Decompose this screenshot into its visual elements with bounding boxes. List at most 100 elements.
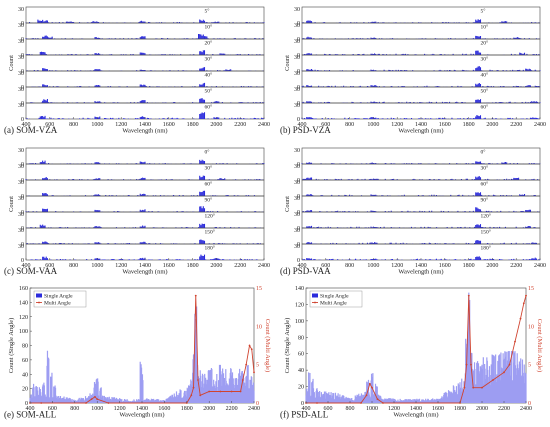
series-bars-5	[29, 98, 265, 103]
x-tick-label: 2200	[234, 122, 246, 128]
x-tick-label: 2000	[476, 406, 488, 412]
y-tick-label: 30	[294, 23, 300, 29]
y-tick-label: 80	[22, 344, 28, 350]
y-axis-title: Count	[8, 55, 15, 71]
multi-angle-point	[94, 395, 96, 398]
y-tick-label: 120	[19, 315, 28, 321]
y-tick-label: 30	[294, 71, 300, 77]
multi-angle-point	[199, 394, 202, 397]
x-tick-label: 1200	[115, 122, 127, 128]
x-tick-label: 1600	[163, 122, 175, 128]
subplot-frame	[25, 211, 265, 229]
y2-tick-label: 10	[528, 324, 534, 330]
subplot-frame	[25, 102, 265, 120]
series-angle-label: 10°	[205, 24, 213, 31]
y-tick-label: 0	[297, 117, 300, 123]
y-tick-label: 100	[19, 329, 28, 335]
subplot-frame	[25, 38, 265, 56]
panel-psd-vaa: 030 0°030 30°030 60°030 90°030 120°030 150°030…	[280, 147, 546, 276]
y-tick-label: 120	[295, 302, 304, 308]
legend-marker-multi	[314, 301, 316, 304]
y-tick-label: 0	[297, 194, 300, 200]
x-axis-title: Wavelength (nm)	[122, 128, 167, 135]
y-axis-title: Count	[8, 196, 15, 212]
y-tick-label: 40	[22, 372, 28, 378]
x-tick-label: 400	[298, 263, 307, 269]
series-bars-0	[301, 161, 541, 164]
series-bars-2	[301, 192, 540, 196]
multi-angle-line	[30, 295, 255, 404]
y-tick-label: 30	[294, 7, 300, 13]
series-angle-label: 60°	[481, 104, 489, 111]
multi-angle-point	[376, 398, 379, 401]
y-axis-title: Count	[284, 55, 291, 71]
panel-label: (a) SOM-VZA	[4, 125, 58, 135]
series-bars-2	[27, 190, 256, 196]
x-tick-label: 1800	[463, 122, 475, 128]
y2-tick-label: 0	[528, 401, 531, 407]
y2-tick-label: 15	[256, 286, 262, 292]
y-tick-label: 0	[297, 210, 300, 216]
x-tick-label: 400	[22, 122, 31, 128]
subplot-frame	[301, 54, 541, 72]
y2-tick-label: 10	[256, 324, 262, 330]
subplot-frame	[25, 70, 265, 88]
legend-label-multi: Multi Angle	[44, 301, 71, 307]
multi-angle-point	[190, 394, 193, 397]
multi-angle-point	[90, 398, 93, 401]
multi-angle-point	[481, 386, 483, 389]
y2-axis-title: Count (Multi Angle)	[264, 319, 271, 372]
y-tick-label: 0	[21, 37, 24, 43]
y-tick-label: 0	[21, 194, 24, 200]
x-tick-label: 2000	[486, 263, 498, 269]
y-tick-label: 0	[297, 101, 300, 107]
multi-angle-point	[192, 386, 195, 389]
subplot-frame	[301, 243, 541, 261]
multi-angle-point	[85, 402, 87, 404]
multi-angle-point	[508, 363, 511, 366]
y-tick-label: 30	[18, 71, 24, 77]
multi-angle-point	[382, 402, 384, 404]
y-tick-label: 0	[21, 258, 24, 264]
x-tick-label: 1000	[91, 263, 103, 269]
y-tick-label: 30	[294, 39, 300, 45]
series-angle-label: 180°	[205, 245, 215, 252]
y-tick-label: 30	[294, 228, 300, 234]
y-tick-label: 0	[21, 101, 24, 107]
y-tick-label: 80	[298, 335, 304, 341]
multi-angle-point	[194, 294, 197, 297]
series-angle-label: 30°	[205, 56, 213, 63]
x-tick-label: 1400	[139, 122, 151, 128]
series-angle-label: 20°	[205, 40, 213, 47]
y-tick-label: 30	[18, 39, 24, 45]
multi-angle-point	[239, 390, 242, 393]
x-tick-label: 800	[345, 122, 354, 128]
x-tick-label: 1800	[463, 263, 475, 269]
series-angle-label: 30°	[481, 56, 489, 63]
y-tick-label: 30	[18, 244, 24, 250]
x-tick-label: 2000	[210, 263, 222, 269]
subplot-frame	[301, 38, 541, 56]
x-tick-label: 2400	[520, 406, 532, 412]
x-tick-label: 800	[345, 263, 354, 269]
series-angle-label: 0°	[205, 149, 210, 156]
series-bars-0	[27, 159, 265, 164]
x-tick-label: 2200	[510, 263, 522, 269]
series-angle-label: 50°	[481, 88, 489, 95]
y2-tick-label: 0	[256, 401, 259, 407]
multi-angle-point	[316, 402, 318, 404]
x-tick-label: 2400	[534, 263, 546, 269]
y-tick-label: 30	[18, 87, 24, 93]
y-tick-label: 0	[25, 401, 28, 407]
legend-label-single: Single Angle	[320, 294, 349, 300]
multi-angle-point	[522, 302, 525, 305]
y-tick-label: 0	[297, 69, 300, 75]
x-tick-label: 2400	[534, 122, 546, 128]
x-tick-label: 1400	[139, 263, 151, 269]
x-tick-label: 2400	[248, 406, 260, 412]
y-tick-label: 30	[294, 103, 300, 109]
x-tick-label: 600	[321, 263, 330, 269]
series-angle-label: 120°	[481, 213, 491, 220]
y-tick-label: 0	[21, 69, 24, 75]
series-bars-4	[25, 82, 264, 87]
